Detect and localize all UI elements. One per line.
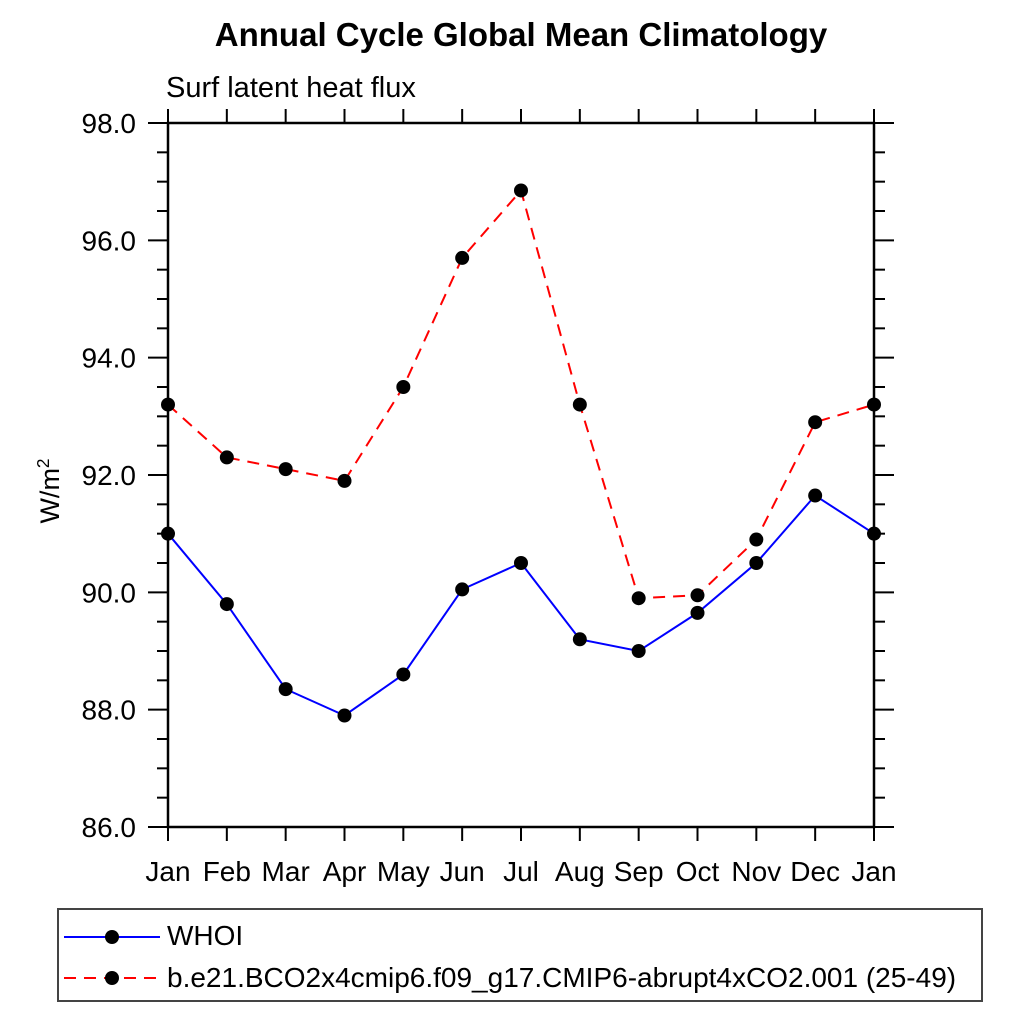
data-point-series-1 (219, 450, 234, 465)
y-axis-title-exponent: 2 (33, 458, 53, 469)
y-tick-label: 96.0 (82, 225, 137, 256)
x-tick-label: Dec (790, 856, 840, 887)
y-tick-label: 98.0 (82, 108, 137, 139)
x-tick-label: Jan (145, 856, 190, 887)
data-point-series-0 (808, 488, 823, 503)
x-tick-label: Aug (555, 856, 605, 887)
axis-frame (166, 121, 876, 829)
data-point-series-0 (337, 708, 352, 723)
x-tick-label: Jan (851, 856, 896, 887)
x-tick-label: Feb (203, 856, 251, 887)
data-point-series-1 (631, 591, 646, 606)
data-point-series-1 (808, 415, 823, 430)
data-point-series-1 (161, 397, 175, 412)
x-tick-label: Nov (731, 856, 781, 887)
data-point-series-0 (631, 644, 646, 658)
y-tick-label: 86.0 (82, 812, 137, 843)
data-point-series-1 (455, 250, 470, 265)
legend-label-whoi: WHOI (167, 920, 244, 951)
data-point-series-0 (278, 682, 293, 697)
chart-subtitle: Surf latent heat flux (166, 72, 416, 104)
x-tick-label: Jul (503, 856, 539, 887)
data-point-series-1 (749, 532, 764, 547)
y-tick-label: 90.0 (82, 577, 137, 608)
x-tick-label: Jun (440, 856, 485, 887)
data-point-series-1 (514, 183, 528, 198)
y-tick-label: 94.0 (82, 343, 137, 374)
data-point-series-1 (278, 462, 293, 477)
data-point-series-0 (396, 667, 411, 682)
data-point-series-0 (572, 632, 587, 647)
data-point-series-1 (690, 588, 705, 603)
data-point-series-1 (396, 380, 411, 394)
data-point-series-0 (455, 582, 470, 597)
legend-marker-whoi (105, 930, 119, 944)
data-point-series-0 (749, 556, 764, 570)
y-tick-label: 92.0 (82, 460, 137, 491)
chart-title: Annual Cycle Global Mean Climatology (214, 16, 828, 53)
data-point-series-1 (867, 397, 881, 412)
data-point-series-0 (867, 526, 881, 541)
data-point-series-0 (514, 556, 528, 570)
x-tick-label: Apr (323, 856, 367, 887)
x-tick-label: Oct (676, 856, 720, 887)
data-point-series-1 (572, 397, 587, 412)
series-line-0 (167, 494, 875, 717)
x-tick-label: Sep (614, 856, 664, 887)
data-point-series-0 (219, 597, 234, 612)
x-tick-label: May (377, 856, 430, 887)
legend-samples (64, 930, 160, 985)
legend-label-model: b.e21.BCO2x4cmip6.f09_g17.CMIP6-abrupt4x… (167, 962, 957, 993)
data-point-series-0 (161, 526, 175, 541)
data-point-series-1 (337, 473, 352, 488)
legend: WHOI b.e21.BCO2x4cmip6.f09_g17.CMIP6-abr… (57, 908, 983, 1002)
data-point-series-0 (690, 605, 705, 620)
series-line-1 (167, 188, 875, 600)
legend-marker-model (105, 971, 119, 985)
y-axis-title: W/m2 (33, 451, 65, 531)
x-tick-label: Mar (262, 856, 310, 887)
y-tick-label: 88.0 (82, 695, 137, 726)
y-axis-title-base: W/m (35, 468, 65, 524)
